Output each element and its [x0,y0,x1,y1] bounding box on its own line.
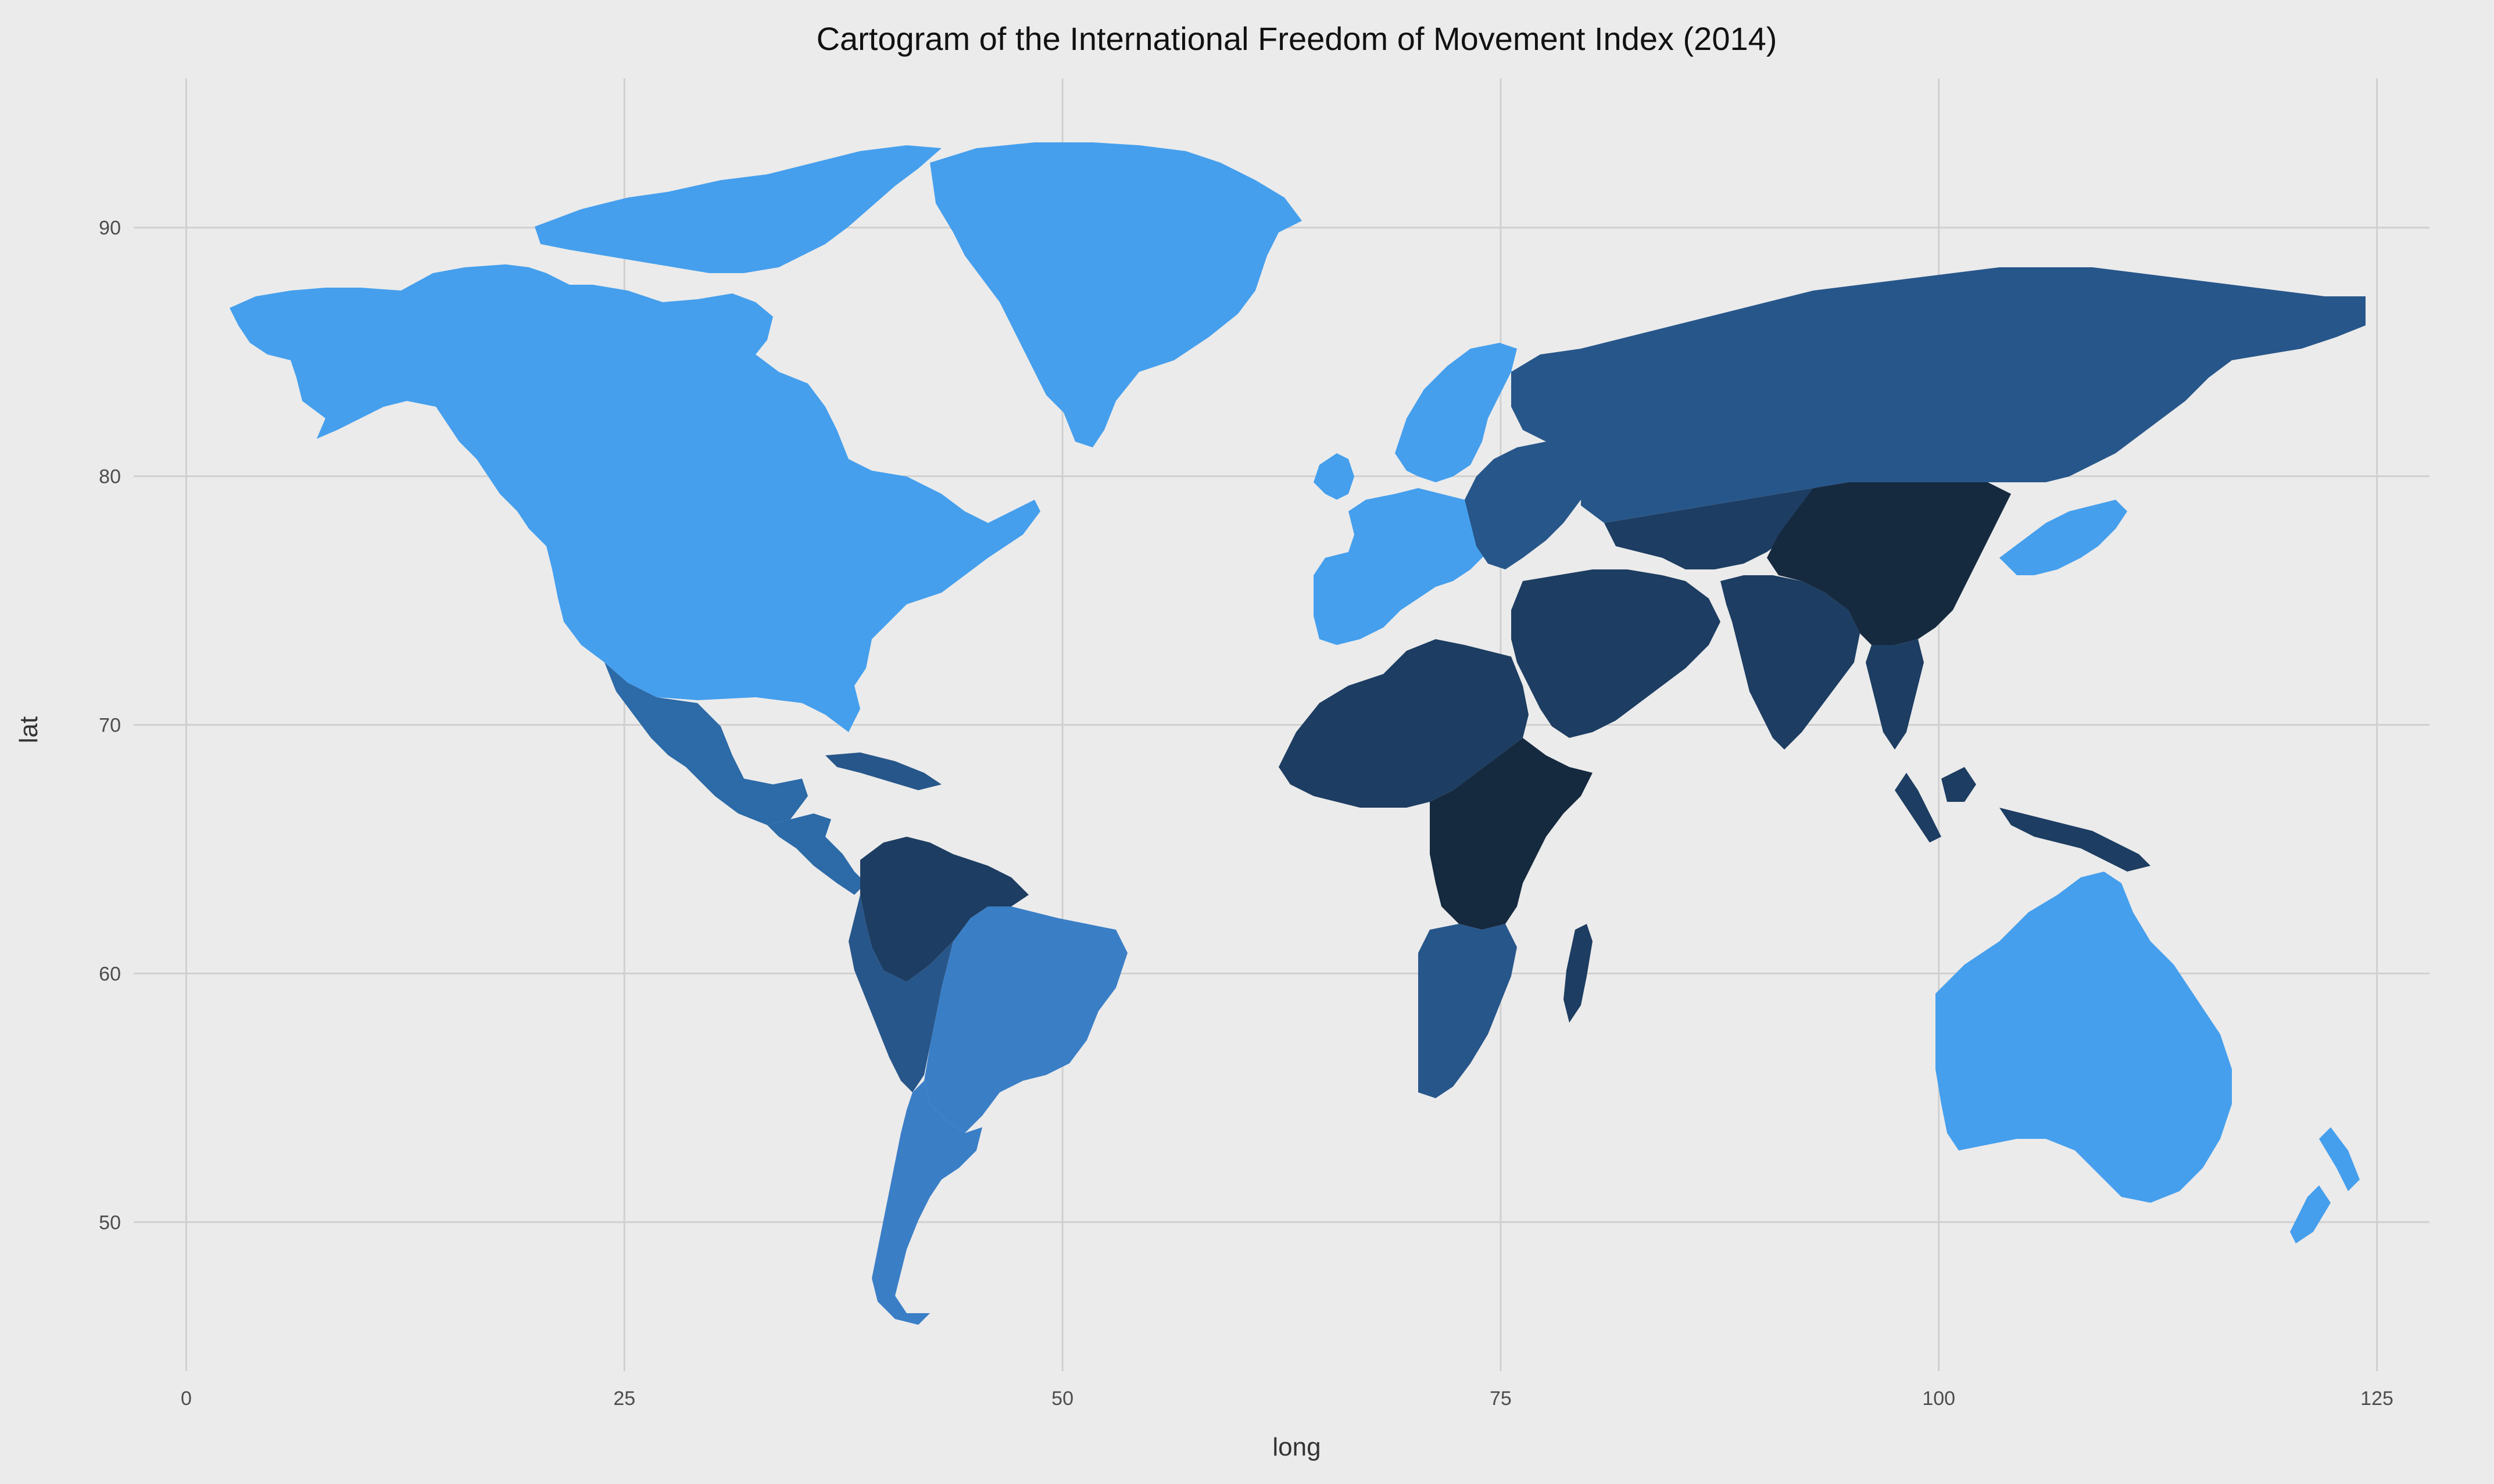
y-tick-labels: 50 60 70 80 90 [99,217,121,1234]
region-central-america [767,813,866,895]
region-north-west-africa [1279,639,1529,808]
region-andes [849,895,953,1092]
region-madagascar [1563,924,1593,1023]
region-mexico [604,662,808,825]
x-tick-label: 0 [181,1388,192,1410]
region-southern-cone [872,1081,982,1325]
x-tick-labels: 0 25 50 75 100 125 [181,1388,2393,1410]
region-caribbean [825,752,942,790]
region-colombia [860,837,1029,982]
y-tick-label: 50 [99,1211,121,1234]
region-china [1767,482,2011,645]
region-south-asia [1720,575,1860,750]
x-tick-label: 125 [2360,1388,2393,1410]
x-tick-label: 25 [613,1388,635,1410]
x-tick-label: 75 [1490,1388,1512,1410]
region-eastern-europe [1465,442,1581,569]
y-tick-label: 60 [99,963,121,985]
region-east-central-africa [1430,738,1593,930]
region-british-isles [1314,453,1354,500]
region-new-zealand [2290,1127,2360,1243]
region-western-europe [1314,488,1494,645]
y-axis-title: lat [15,716,43,743]
region-scandinavia [1395,343,1517,482]
x-axis-title: long [1272,1433,1321,1461]
region-alaska [230,288,430,439]
region-russia [1511,267,2366,523]
y-tick-label: 70 [99,715,121,737]
region-australia [1935,872,2232,1203]
region-indonesia [1895,767,2151,872]
region-southern-africa [1418,924,1517,1098]
region-central-asia [1604,488,1813,569]
y-tick-label: 80 [99,466,121,488]
region-middle-east [1511,569,1720,738]
country-shapes [230,142,2366,1325]
region-japan-korea [1999,500,2127,575]
region-greenland [930,142,1302,447]
region-arctic-islands [535,145,942,273]
chart-title: Cartogram of the International Freedom o… [817,20,1777,57]
region-brazil [924,906,1128,1133]
x-tick-label: 100 [1922,1388,1955,1410]
region-southeast-asia [1866,639,1924,750]
region-north-america [294,264,1040,732]
y-tick-label: 90 [99,217,121,239]
x-tick-label: 50 [1051,1388,1074,1410]
